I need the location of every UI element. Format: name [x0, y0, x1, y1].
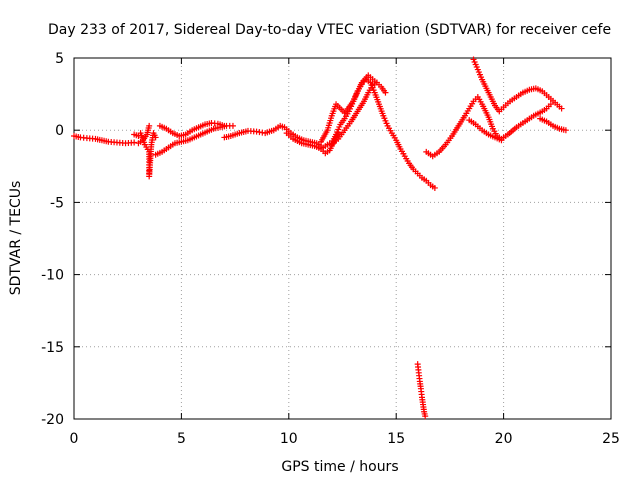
data-point-marker [562, 127, 569, 134]
x-tick-label: 5 [177, 431, 186, 447]
x-tick-label: 20 [495, 431, 513, 447]
data-point-marker [221, 122, 228, 129]
data-points [71, 56, 569, 420]
x-tick-label: 25 [602, 431, 620, 447]
x-tick-label: 15 [387, 431, 405, 447]
y-tick-label: 0 [55, 123, 64, 139]
series-arc-18.5-to-22.5 [470, 56, 565, 115]
data-point-marker [229, 122, 236, 129]
y-tick-label: -10 [41, 268, 64, 284]
y-tick-label: -5 [50, 195, 64, 211]
y-tick-labels: 5 0 -5 -10 -15 -20 [41, 51, 64, 428]
y-tick-label: -20 [41, 412, 64, 428]
axis-ticks [73, 57, 612, 420]
series-arc-21.5-to-23 [537, 115, 569, 134]
x-tick-label: 0 [70, 431, 79, 447]
series-arc-12-to-14 [318, 72, 378, 145]
chart-title: Day 233 of 2017, Sidereal Day-to-day VTE… [48, 22, 611, 38]
data-point-marker [558, 105, 565, 112]
x-tick-labels: 0 5 10 15 20 25 [70, 431, 620, 447]
series-spike-16h [414, 361, 429, 420]
data-point-marker [152, 134, 159, 141]
series-arc-12-to-17 [328, 76, 438, 191]
series-arc-16-to-19 [423, 93, 554, 160]
data-point-marker [498, 137, 505, 144]
series-arc-4-to-7 [156, 119, 228, 139]
plot-frame [73, 57, 612, 420]
data-point-marker [547, 101, 554, 108]
data-point-marker [422, 413, 429, 420]
data-point-marker [382, 89, 389, 96]
y-axis-label: SDTVAR / TECUs [8, 181, 24, 296]
series-near-3.5h [131, 130, 159, 180]
data-point-marker [371, 78, 378, 85]
data-point-marker [146, 122, 153, 129]
data-point-marker [131, 139, 138, 146]
y-tick-label: -15 [41, 340, 64, 356]
series-arc-18.5-to-20 [466, 117, 505, 144]
data-point-marker [431, 184, 438, 191]
x-tick-label: 10 [280, 431, 298, 447]
x-axis-label: GPS time / hours [281, 459, 398, 475]
y-tick-label: 5 [55, 51, 64, 67]
